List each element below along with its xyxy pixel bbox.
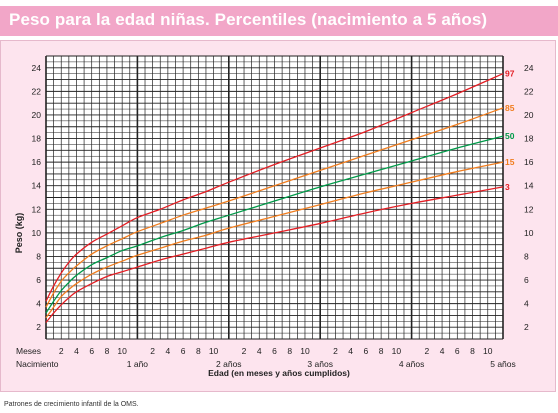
- percentile-97-line: [45, 73, 504, 302]
- x-month-tick-label: 6: [89, 346, 94, 356]
- y-tick-label-left: 12: [32, 204, 42, 214]
- x-month-tick-label: 10: [117, 346, 127, 356]
- y-tick-label-left: 14: [32, 181, 42, 191]
- x-month-tick-label: 2: [150, 346, 155, 356]
- x-year-label: 1 año: [127, 359, 149, 369]
- x-month-tick-label: 10: [483, 346, 493, 356]
- y-tick-label-right: 8: [524, 251, 529, 261]
- x-month-tick-label: 4: [348, 346, 353, 356]
- y-tick-label-left: 8: [36, 251, 41, 261]
- y-tick-label-left: 4: [36, 299, 41, 309]
- x-month-tick-label: 6: [455, 346, 460, 356]
- y-tick-label-left: 20: [32, 110, 42, 120]
- percentile-97-label: 97: [505, 69, 515, 79]
- x-year-label: 5 años: [490, 359, 516, 369]
- y-tick-label-right: 24: [524, 63, 534, 73]
- x-month-tick-label: 4: [165, 346, 170, 356]
- title-bar: Peso para la edad niñas. Percentiles (na…: [0, 6, 558, 36]
- y-tick-label-left: 6: [36, 275, 41, 285]
- x-month-tick-label: 4: [74, 346, 79, 356]
- x-month-tick-label: 2: [424, 346, 429, 356]
- y-tick-label-right: 18: [524, 134, 534, 144]
- y-tick-label-left: 24: [32, 63, 42, 73]
- x-month-tick-label: 8: [196, 346, 201, 356]
- x-row-label: Meses: [16, 346, 41, 356]
- x-month-tick-label: 4: [440, 346, 445, 356]
- y-tick-label-right: 20: [524, 110, 534, 120]
- x-month-tick-label: 6: [181, 346, 186, 356]
- x-month-tick-label: 2: [333, 346, 338, 356]
- x-year-label: 2 años: [216, 359, 242, 369]
- x-month-tick-label: 6: [272, 346, 277, 356]
- x-month-tick-label: 8: [379, 346, 384, 356]
- y-tick-label-right: 2: [524, 322, 529, 332]
- percentile-85-label: 85: [505, 103, 515, 113]
- x-month-tick-label: 8: [105, 346, 110, 356]
- percentile-curves: 97 85 50 15 3: [45, 69, 515, 323]
- y-tick-label-right: 16: [524, 157, 534, 167]
- y-tick-label-left: 16: [32, 157, 42, 167]
- percentile-85-line: [45, 107, 504, 308]
- x-axis-label: Edad (en meses y años cumplidos): [208, 368, 350, 378]
- x-month-tick-label: 8: [470, 346, 475, 356]
- percentile-15-label: 15: [505, 157, 515, 167]
- y-tick-label-left: 18: [32, 134, 42, 144]
- x-month-tick-label: 4: [257, 346, 262, 356]
- source-note: Patrones de crecimiento infantil de la O…: [4, 401, 139, 408]
- y-tick-label-right: 12: [524, 204, 534, 214]
- y-tick-label-left: 22: [32, 86, 42, 96]
- y-axis-label: Peso (kg): [14, 213, 24, 254]
- x-month-tick-label: 10: [209, 346, 219, 356]
- percentile-50-line: [45, 135, 504, 314]
- y-tick-label-right: 6: [524, 275, 529, 285]
- y-tick-label-right: 22: [524, 86, 534, 96]
- x-year-label: 4 años: [399, 359, 425, 369]
- percentile-15-line: [45, 161, 504, 319]
- x-year-label: Nacimiento: [16, 359, 59, 369]
- y-tick-label-right: 4: [524, 299, 529, 309]
- x-month-tick-label: 10: [392, 346, 402, 356]
- y-tick-label-right: 14: [524, 181, 534, 191]
- x-month-tick-label: 2: [242, 346, 247, 356]
- grid-major: [45, 55, 504, 340]
- percentile-3-line: [45, 186, 504, 323]
- y-tick-label-right: 10: [524, 228, 534, 238]
- percentile-3-label: 3: [505, 182, 510, 192]
- x-year-label: 3 años: [307, 359, 333, 369]
- x-month-tick-label: 6: [364, 346, 369, 356]
- x-month-tick-label: 10: [300, 346, 310, 356]
- x-month-tick-label: 8: [287, 346, 292, 356]
- percentile-50-label: 50: [505, 131, 515, 141]
- y-tick-label-left: 2: [36, 322, 41, 332]
- x-month-tick-label: 2: [59, 346, 64, 356]
- chart-title: Peso para la edad niñas. Percentiles (na…: [9, 10, 488, 29]
- y-tick-label-left: 10: [32, 228, 42, 238]
